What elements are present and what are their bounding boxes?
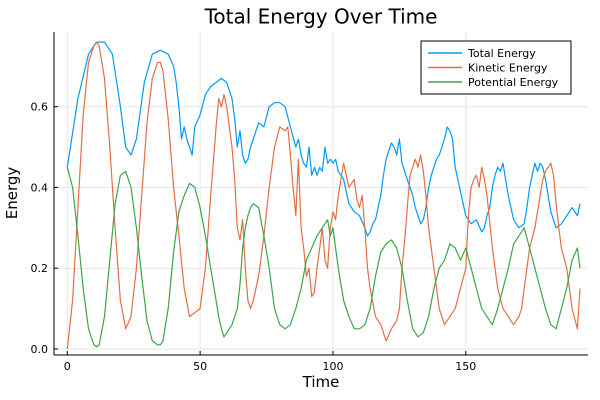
kinetic-energy-line (66, 41, 581, 349)
legend-label: Total Energy (467, 47, 536, 60)
y-axis-label: Energy (3, 167, 21, 220)
x-tick-label: 0 (64, 360, 71, 373)
legend-label: Kinetic Energy (468, 62, 548, 75)
y-tick-label: 0.2 (31, 262, 49, 275)
x-tick-label: 150 (455, 360, 476, 373)
axis-ticks: 0 50 100 150 0.0 0.2 0.4 0.6 (31, 101, 477, 373)
y-tick-label: 0.0 (31, 343, 49, 356)
y-tick-label: 0.4 (31, 181, 49, 194)
x-tick-label: 50 (193, 360, 207, 373)
y-tick-label: 0.6 (31, 101, 49, 114)
legend-label: Potential Energy (468, 76, 559, 89)
potential-energy-line (66, 167, 581, 348)
x-tick-label: 100 (322, 360, 343, 373)
chart-title: Total Energy Over Time (204, 5, 438, 29)
x-axis-label: Time (302, 373, 340, 391)
series-lines (66, 41, 581, 349)
